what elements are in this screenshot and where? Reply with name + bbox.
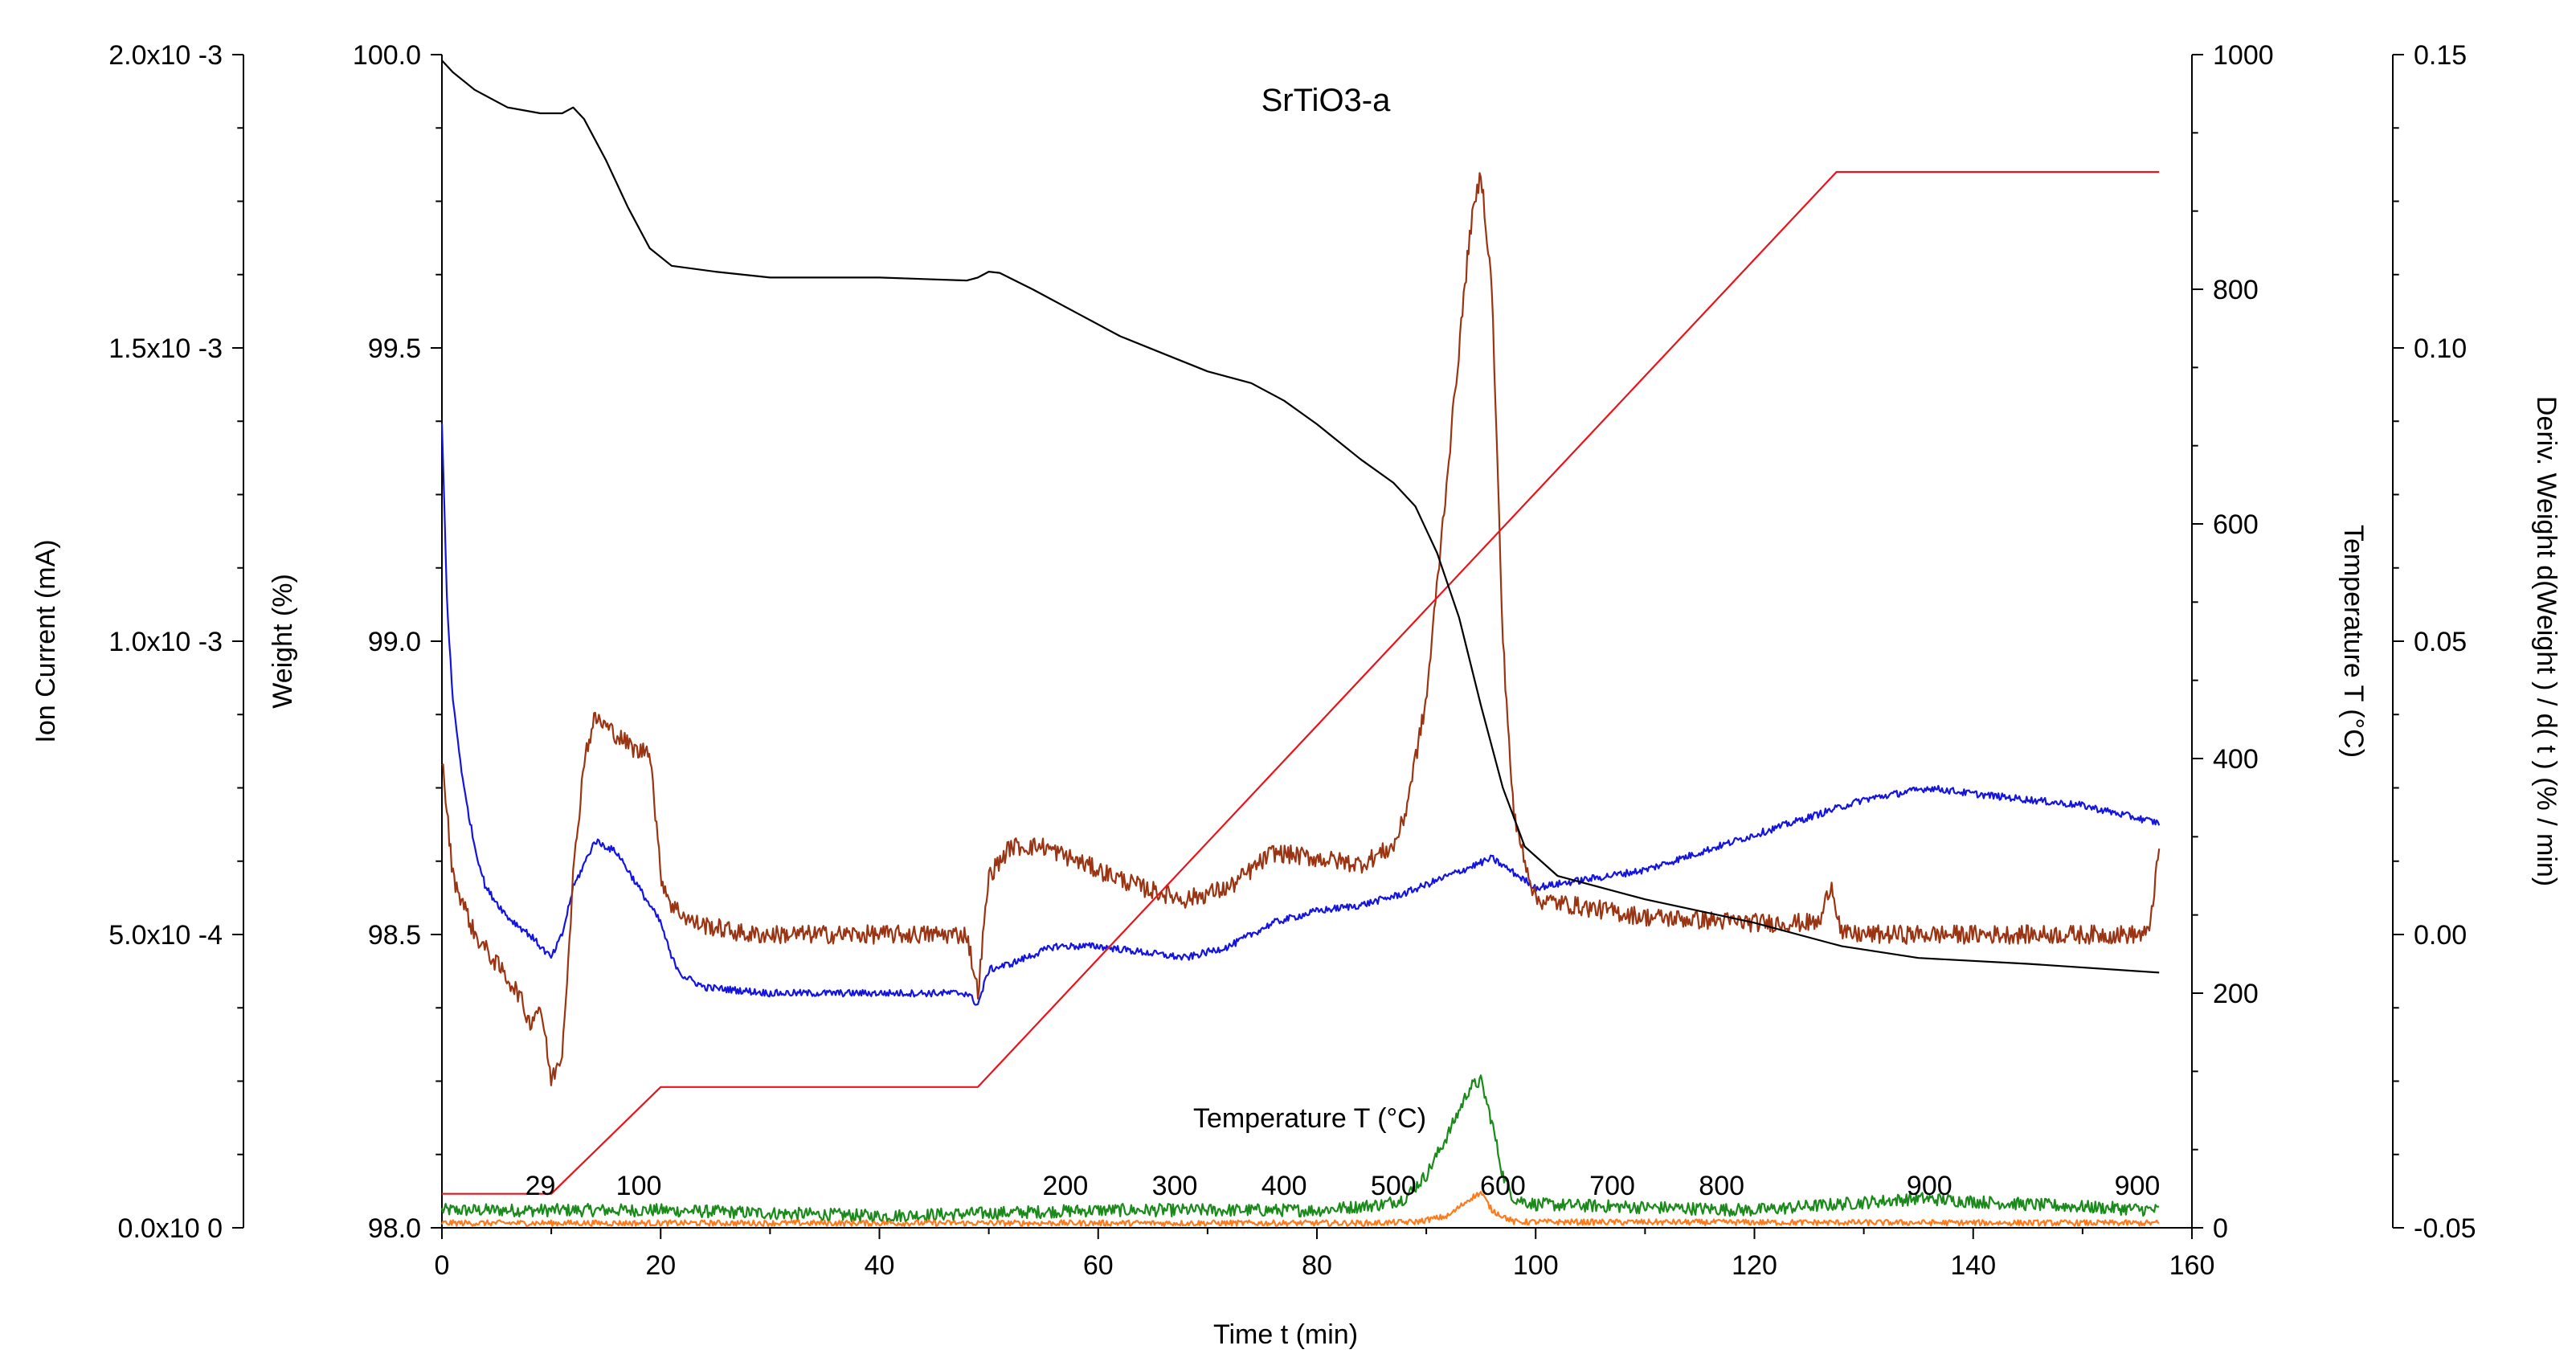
temperature-annotation-title: Temperature T (°C): [1193, 1103, 1426, 1134]
temperature-annotation-label: 200: [1043, 1171, 1089, 1201]
x-tick-label: 40: [865, 1250, 895, 1281]
x-tick-label: 140: [1950, 1250, 1996, 1281]
deriv-weight-tick-label: -0.05: [2414, 1213, 2476, 1244]
axis-labels: SrTiO3-a Time t (min) Ion Current (mA) W…: [31, 83, 2562, 1350]
weight-tick-label: 98.5: [368, 920, 421, 951]
temperature-annotation-label: 600: [1480, 1171, 1526, 1201]
plot-area: [243, 55, 2394, 1229]
deriv-weight-axis-title: Deriv. Weight d(Weight ) / d( t ) (% / m…: [2531, 396, 2562, 886]
temperature-tick-label: 600: [2213, 509, 2259, 540]
deriv-weight-tick-label: 0.00: [2414, 920, 2467, 951]
temperature-tick-label: 1000: [2213, 40, 2274, 71]
weight-axis-title: Weight (%): [268, 574, 298, 709]
x-tick-label: 120: [1732, 1250, 1777, 1281]
temperature-axis-title: Temperature T (°C): [2338, 525, 2369, 758]
x-tick-label: 160: [2169, 1250, 2215, 1281]
temperature-annotation-label: 900: [1907, 1171, 1952, 1201]
deriv-weight-tick-label: 0.05: [2414, 627, 2467, 657]
temperature-annotations: 29 100 200 300 400 500 600 700 800 900 900: [525, 1171, 2161, 1201]
x-tick-label: 100: [1513, 1250, 1559, 1281]
deriv-weight-tick-label: 0.15: [2414, 40, 2467, 71]
x-axis-title: Time t (min): [1213, 1319, 1358, 1350]
temperature-tick-label: 400: [2213, 744, 2259, 775]
series-deriv-weight: [441, 172, 2161, 1086]
series-ion-current-orange: [440, 1191, 2160, 1227]
ion-current-axis-title: Ion Current (mA): [31, 539, 61, 742]
ion-current-tick-label: 2.0x10 -3: [108, 40, 223, 71]
temperature-annotation-label: 800: [1699, 1171, 1744, 1201]
chart-title: SrTiO3-a: [1261, 83, 1392, 118]
temperature-tick-label: 800: [2213, 275, 2259, 305]
data-series: [440, 59, 2161, 1227]
x-tick-label: 60: [1083, 1250, 1114, 1281]
weight-tick-label: 99.5: [368, 333, 421, 364]
x-tick-label: 0: [435, 1250, 450, 1281]
ion-current-tick-label: 1.0x10 -3: [108, 627, 223, 657]
ion-current-tick-label: 5.0x10 -4: [108, 920, 223, 951]
series-ion-current-blue: [440, 423, 2161, 1006]
ion-current-tick-label: 0.0x10 0: [118, 1213, 223, 1244]
temperature-annotation-label: 900: [2115, 1171, 2161, 1201]
weight-tick-label: 99.0: [368, 627, 421, 657]
axis-ticks: 0 20 40 60 80 100 120 140 160 0.0x10 0 5.0x10 -4 1.…: [108, 40, 2476, 1281]
temperature-annotation-label: 100: [616, 1171, 662, 1201]
x-tick-label: 80: [1302, 1250, 1332, 1281]
temperature-annotation-label: 400: [1261, 1171, 1307, 1201]
x-tick-label: 20: [645, 1250, 676, 1281]
weight-tick-label: 98.0: [368, 1213, 421, 1244]
series-weight: [441, 59, 2160, 974]
series-ion-current-green: [440, 1074, 2160, 1223]
deriv-weight-tick-label: 0.10: [2414, 333, 2467, 364]
temperature-tick-label: 200: [2213, 979, 2259, 1009]
temperature-annotation-label: 29: [525, 1171, 556, 1201]
ion-current-tick-label: 1.5x10 -3: [108, 333, 223, 364]
temperature-annotation-label: 500: [1371, 1171, 1417, 1201]
temperature-annotation-label: 700: [1589, 1171, 1635, 1201]
series-temperature: [442, 170, 2160, 1195]
temperature-tick-label: 0: [2213, 1213, 2228, 1244]
weight-tick-label: 100.0: [353, 40, 421, 71]
temperature-annotation-label: 300: [1152, 1171, 1198, 1201]
